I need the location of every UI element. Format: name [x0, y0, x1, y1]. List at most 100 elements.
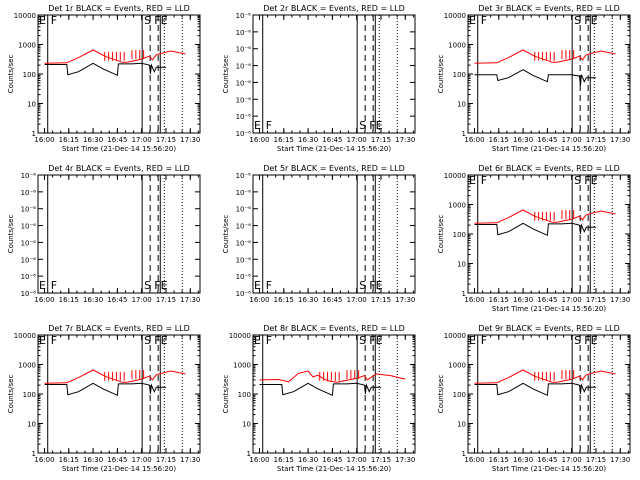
x-tick-label: 16:30	[83, 456, 103, 464]
marker-label-e: E	[39, 334, 46, 347]
x-tick-label: 16:00	[34, 456, 54, 464]
x-tick-label: 16:45	[322, 296, 342, 304]
x-tick-label: 16:15	[59, 456, 79, 464]
y-tick-label: 10⁻⁶	[236, 239, 252, 247]
panel-title: Det 1r BLACK = Events, RED = LLD	[48, 4, 190, 13]
y-tick-label: 1	[32, 450, 36, 458]
marker-label-s: S	[574, 14, 581, 27]
marker-label-f: F	[481, 174, 487, 187]
series-events-black	[474, 222, 596, 237]
marker-label-f: F	[51, 334, 57, 347]
x-tick-label: 16:15	[489, 456, 509, 464]
x-tick-label: 17:15	[371, 456, 391, 464]
y-tick-label: 1	[462, 130, 466, 138]
y-tick-label: 10000	[444, 332, 466, 340]
x-tick-label: 17:00	[347, 136, 367, 144]
x-tick-label: 17:15	[156, 296, 176, 304]
x-tick-label: 17:00	[132, 136, 152, 144]
marker-label-fe: FE	[369, 279, 382, 292]
y-tick-label: 10000	[14, 332, 36, 340]
y-tick-label: 10⁻⁶	[21, 290, 37, 298]
y-tick-label: 100	[238, 391, 251, 399]
x-tick-label: 17:30	[395, 296, 415, 304]
marker-label-e: E	[469, 174, 476, 187]
y-tick-label: 10⁻⁶	[236, 130, 252, 138]
y-tick-label: 10000	[229, 332, 251, 340]
x-tick-label: 16:00	[464, 296, 484, 304]
y-tick-label: 100	[453, 71, 466, 79]
marker-label-e: E	[254, 279, 261, 292]
series-events-black	[474, 69, 596, 86]
marker-label-s: S	[359, 279, 366, 292]
panel-title: Det 3r BLACK = Events, RED = LLD	[478, 4, 620, 13]
marker-label-f: F	[266, 279, 272, 292]
x-axis-title: Start Time (21-Dec-14 15:56:20)	[492, 305, 606, 313]
y-axis-title: Counts/sec	[437, 215, 445, 254]
panel-det-1: Det 1r BLACK = Events, RED = LLD 1 10 100 10…	[7, 4, 201, 153]
x-axis-title: Start Time (21-Dec-14 15:56:20)	[62, 465, 176, 473]
plot-frame	[467, 334, 631, 454]
marker-label-fe: FE	[369, 119, 382, 132]
y-tick-label: 10⁻⁶	[21, 189, 37, 197]
y-tick-label: 10⁻⁶	[236, 256, 252, 264]
marker-label-f: F	[266, 119, 272, 132]
x-tick-label: 17:15	[371, 136, 391, 144]
x-tick-label: 17:00	[562, 456, 582, 464]
y-tick-label: 100	[453, 231, 466, 239]
y-tick-label: 1	[462, 290, 466, 298]
x-tick-label: 16:45	[537, 456, 557, 464]
x-tick-label: 16:30	[83, 296, 103, 304]
y-tick-label: 10⁻⁶	[21, 172, 37, 180]
panel-title: Det 7r BLACK = Events, RED = LLD	[48, 324, 190, 333]
panel-det-8: Det 8r BLACK = Events, RED = LLD 1 10 100 10…	[222, 324, 416, 473]
panel-det-2: Det 2r BLACK = Events, RED = LLD 10⁻⁶ 10⁻⁶…	[222, 4, 416, 153]
y-tick-label: 10⁻⁶	[236, 273, 252, 281]
x-tick-label: 17:15	[156, 136, 176, 144]
panel-title: Det 9r BLACK = Events, RED = LLD	[478, 324, 620, 333]
marker-label-s: S	[359, 334, 366, 347]
y-tick-label: 10	[27, 101, 36, 109]
marker-label-fe: FE	[154, 14, 167, 27]
x-tick-label: 16:30	[298, 296, 318, 304]
y-tick-label: 10000	[444, 12, 466, 20]
panel-title: Det 2r BLACK = Events, RED = LLD	[263, 4, 405, 13]
x-tick-label: 16:00	[249, 136, 269, 144]
y-tick-label: 100	[23, 391, 36, 399]
x-axis-title: Start Time (21-Dec-14 15:56:20)	[492, 145, 606, 153]
x-tick-label: 16:15	[274, 456, 294, 464]
x-tick-label: 16:30	[83, 136, 103, 144]
marker-label-s: S	[359, 119, 366, 132]
panel-title: Det 8r BLACK = Events, RED = LLD	[263, 324, 405, 333]
x-tick-label: 16:30	[513, 456, 533, 464]
x-tick-label: 16:15	[489, 136, 509, 144]
plot-frame	[37, 14, 201, 134]
y-tick-label: 1000	[233, 362, 251, 370]
marker-label-fe: FE	[154, 279, 167, 292]
y-tick-label: 10⁻⁶	[21, 239, 37, 247]
series-events-black	[474, 382, 596, 397]
x-tick-label: 17:15	[586, 296, 606, 304]
series-events-black	[44, 382, 166, 397]
marker-label-f: F	[481, 14, 487, 27]
plot-frame	[37, 174, 201, 294]
panel-title: Det 5r BLACK = Events, RED = LLD	[263, 164, 405, 173]
series-events-black	[259, 382, 381, 397]
y-axis-title: Counts/sec	[7, 55, 15, 94]
y-tick-label: 100	[453, 391, 466, 399]
y-tick-label: 10⁻⁶	[236, 29, 252, 37]
panel-det-7: Det 7r BLACK = Events, RED = LLD 1 10 100 10…	[7, 324, 201, 473]
panel-det-6: Det 6r BLACK = Events, RED = LLD 1 10 100 10…	[437, 164, 631, 313]
x-tick-label: 16:45	[537, 136, 557, 144]
series-events-black	[44, 62, 166, 77]
x-tick-label: 17:30	[610, 136, 630, 144]
marker-label-s: S	[144, 279, 151, 292]
panel-det-3: Det 3r BLACK = Events, RED = LLD 1 10 100 10…	[437, 4, 631, 153]
x-tick-label: 16:00	[34, 136, 54, 144]
y-axis-title: Counts/sec	[222, 375, 230, 414]
x-tick-label: 17:00	[562, 296, 582, 304]
y-axis-title: Counts/sec	[222, 55, 230, 94]
x-tick-label: 16:15	[274, 136, 294, 144]
y-tick-label: 1000	[448, 42, 466, 50]
y-tick-label: 10	[457, 421, 466, 429]
x-tick-label: 16:45	[322, 456, 342, 464]
